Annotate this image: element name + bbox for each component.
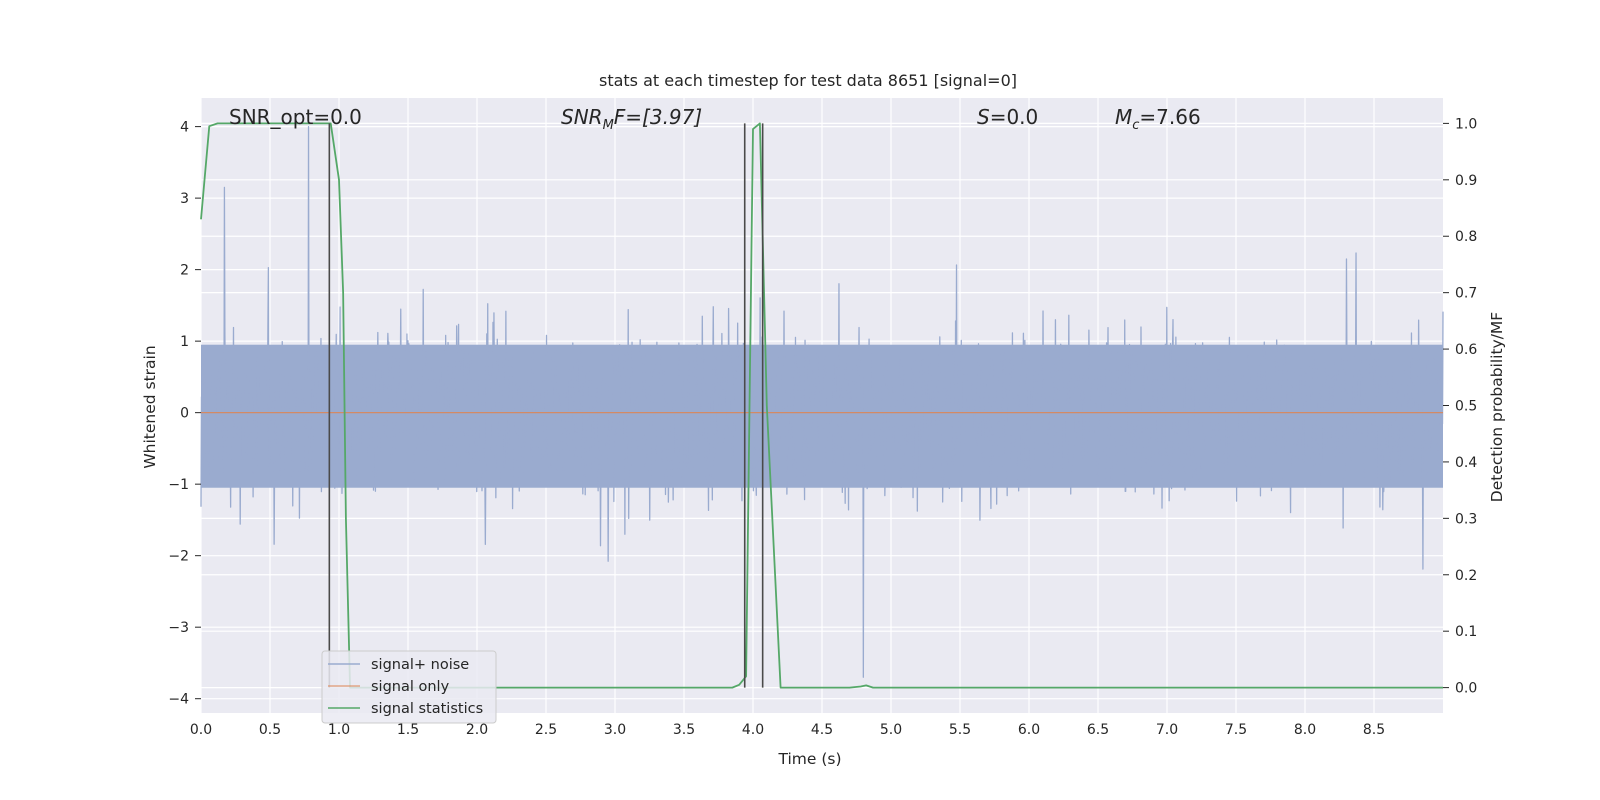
x-tick-label: 4.5 bbox=[811, 722, 833, 738]
annotation-snr-mf: SNRMF=[3.97] bbox=[561, 105, 702, 133]
y-tick-label-left: −2 bbox=[168, 549, 189, 565]
x-tick-label: 8.0 bbox=[1294, 722, 1316, 738]
y-tick-label-right: 0.5 bbox=[1455, 399, 1477, 415]
x-tick-label: 6.5 bbox=[1087, 722, 1109, 738]
legend-label-signal-statistics: signal statistics bbox=[371, 701, 483, 717]
y-tick-label-right: 0.7 bbox=[1455, 286, 1477, 302]
x-tick-label: 6.0 bbox=[1018, 722, 1040, 738]
y-tick-label-left: 1 bbox=[180, 334, 189, 350]
y-axis-label-right: Detection probability/MF bbox=[1488, 312, 1506, 503]
legend-label-signal-only: signal only bbox=[371, 679, 450, 695]
signal-statistics-series bbox=[200, 122, 1443, 689]
y-tick-label-right: 0.4 bbox=[1455, 455, 1477, 471]
y-axis-label-left: Whitened strain bbox=[141, 345, 159, 468]
y-tick-label-right: 1.0 bbox=[1455, 116, 1477, 132]
x-tick-label: 3.5 bbox=[673, 722, 695, 738]
y-tick-label-right: 0.9 bbox=[1455, 173, 1477, 189]
x-tick-label: 1.0 bbox=[328, 722, 350, 738]
legend-box bbox=[321, 650, 497, 724]
y-tick-label-left: 0 bbox=[180, 406, 189, 422]
annotation-mc: Mc=7.66 bbox=[1115, 105, 1201, 133]
snr-mf-main: SNR bbox=[561, 105, 603, 129]
x-tick-label: 0.5 bbox=[259, 722, 281, 738]
x-tick-label: 1.5 bbox=[397, 722, 419, 738]
y-tick-label-right: 0.1 bbox=[1455, 624, 1477, 640]
x-tick-label: 7.0 bbox=[1156, 722, 1178, 738]
signal-plus-noise-line bbox=[200, 125, 1444, 678]
x-tick-label: 5.0 bbox=[880, 722, 902, 738]
legend: signal+ noise signal only signal statist… bbox=[321, 650, 497, 724]
x-tick-label: 2.0 bbox=[466, 722, 488, 738]
x-tick-label: 4.0 bbox=[742, 722, 764, 738]
annotation-snr-opt: SNR_opt=0.0 bbox=[229, 105, 362, 129]
y-tick-label-left: −3 bbox=[168, 620, 189, 636]
x-tick-label: 8.5 bbox=[1363, 722, 1385, 738]
legend-label-signal-noise: signal+ noise bbox=[371, 657, 469, 673]
chart-title: stats at each timestep for test data 865… bbox=[599, 71, 1017, 90]
axis-ticks: 0.0 0.5 1.0 1.5 2.0 2.5 3.0 3.5 4.0 4.5 5.0 5.5 6.0 6… bbox=[168, 116, 1477, 738]
s-main: S bbox=[977, 105, 990, 129]
y-tick-label-left: 4 bbox=[180, 120, 189, 136]
mc-main: M bbox=[1115, 105, 1132, 129]
x-tick-label: 7.5 bbox=[1225, 722, 1247, 738]
annotation-s: S=0.0 bbox=[977, 105, 1038, 129]
y-tick-label-right: 0.0 bbox=[1455, 681, 1477, 697]
y-tick-label-right: 0.8 bbox=[1455, 229, 1477, 245]
y-tick-label-right: 0.6 bbox=[1455, 342, 1477, 358]
y-tick-label-left: −4 bbox=[168, 692, 189, 708]
mc-rest: =7.66 bbox=[1139, 105, 1200, 129]
x-tick-label: 5.5 bbox=[949, 722, 971, 738]
y-tick-label-right: 0.3 bbox=[1455, 511, 1477, 527]
y-tick-label-left: 2 bbox=[180, 263, 189, 279]
x-tick-label: 3.0 bbox=[604, 722, 626, 738]
snr-mf-rest: F=[3.97] bbox=[614, 105, 702, 129]
snr-mf-sub: M bbox=[603, 118, 614, 133]
y-tick-label-right: 0.2 bbox=[1455, 568, 1477, 584]
x-axis-label: Time (s) bbox=[777, 750, 841, 768]
signal-plus-noise-series bbox=[200, 125, 1444, 678]
vertical-markers bbox=[328, 123, 764, 688]
s-rest: =0.0 bbox=[990, 105, 1039, 129]
y-tick-label-left: −1 bbox=[168, 477, 189, 493]
signal-statistics-line bbox=[200, 122, 1443, 689]
x-tick-label: 2.5 bbox=[535, 722, 557, 738]
y-tick-label-left: 3 bbox=[180, 191, 189, 207]
mc-sub: c bbox=[1132, 118, 1139, 133]
x-tick-label: 0.0 bbox=[190, 722, 212, 738]
